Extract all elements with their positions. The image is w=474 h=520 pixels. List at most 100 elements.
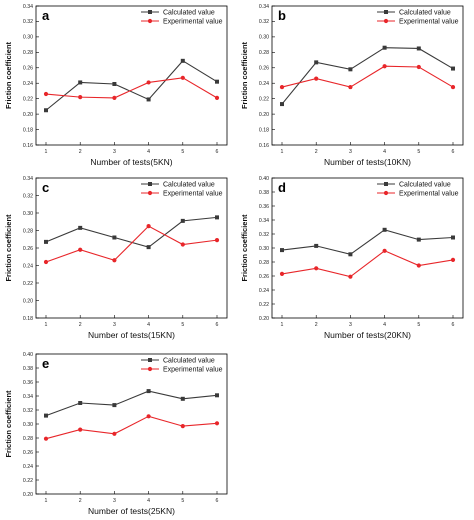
y-tick-label: 0.20: [259, 112, 269, 118]
legend-marker: [147, 366, 153, 372]
data-point-experimental: [314, 266, 319, 271]
data-point-calculated: [180, 218, 185, 223]
y-tick-label: 0.38: [259, 190, 269, 196]
data-point-experimental: [180, 242, 185, 247]
data-point-calculated: [280, 102, 284, 107]
series-line-calculated: [281, 229, 454, 255]
legend-label: Calculated value: [399, 10, 451, 17]
y-tick-label: 0.26: [23, 450, 33, 456]
plot-frame: [35, 353, 228, 495]
legend-marker: [148, 10, 152, 14]
y-tick-label: 0.32: [259, 19, 269, 25]
data-point-calculated: [44, 108, 48, 113]
y-tick-label: 0.30: [259, 246, 269, 252]
legend-label: Calculated value: [163, 182, 215, 189]
data-point-experimental: [450, 257, 456, 262]
data-point-experimental: [382, 64, 387, 69]
panel-letter: c: [42, 180, 49, 195]
legend-marker: [147, 18, 153, 24]
legend-marker: [147, 190, 153, 196]
x-axis-title: Number of tests(5KN): [90, 157, 172, 167]
y-tick-label: 0.24: [23, 464, 33, 470]
data-point-calculated: [314, 243, 319, 248]
data-point-calculated: [215, 79, 219, 84]
data-point-calculated: [382, 227, 387, 232]
x-tick-label: 1: [45, 322, 48, 328]
y-tick-label: 0.22: [23, 281, 33, 287]
y-tick-label: 0.20: [23, 492, 33, 498]
data-point-calculated: [112, 235, 117, 240]
y-tick-label: 0.22: [23, 478, 33, 484]
y-tick-label: 0.18: [23, 316, 33, 322]
data-point-calculated: [416, 46, 421, 51]
legend-label: Experimental value: [163, 367, 223, 374]
x-tick-label: 3: [113, 498, 116, 504]
chart-panel-d: 0.20 0.22 0.24 0.26 0.28 0.30 0.32 0.34 0.36 0.38…: [240, 176, 464, 340]
series-line-experimental: [45, 415, 218, 440]
data-point-calculated: [451, 235, 455, 240]
x-tick-label: 3: [349, 149, 352, 155]
y-tick-label: 0.32: [23, 19, 33, 25]
y-tick-label: 0.20: [23, 112, 33, 118]
x-tick-label: 5: [417, 322, 420, 328]
data-point-experimental: [112, 431, 117, 436]
plot-frame: [271, 5, 464, 146]
data-point-experimental: [348, 274, 353, 279]
data-point-calculated: [146, 97, 151, 102]
y-tick-label: 0.36: [23, 380, 33, 386]
data-point-calculated: [451, 66, 455, 71]
data-point-calculated: [112, 81, 117, 86]
y-tick-label: 0.26: [259, 66, 269, 72]
x-tick-label: 5: [181, 498, 184, 504]
x-tick-label: 5: [417, 149, 420, 155]
data-point-experimental: [382, 248, 387, 253]
series-line-calculated: [45, 60, 218, 111]
x-tick-label: 4: [147, 149, 150, 155]
y-tick-label: 0.16: [23, 143, 33, 149]
data-point-calculated: [78, 401, 83, 405]
y-axis-title: Friction coefficient: [240, 41, 249, 109]
data-point-calculated: [416, 237, 421, 242]
y-tick-label: 0.28: [259, 260, 269, 266]
y-tick-label: 0.26: [23, 246, 33, 252]
x-tick-label: 2: [315, 149, 318, 155]
x-tick-label: 5: [181, 149, 184, 155]
y-tick-label: 0.24: [23, 81, 33, 87]
legend-label: Experimental value: [163, 191, 223, 198]
y-tick-label: 0.28: [23, 50, 33, 56]
x-tick-label: 6: [216, 322, 219, 328]
x-axis-title: Number of tests(20KN): [324, 330, 411, 340]
y-tick-label: 0.30: [23, 211, 33, 217]
y-tick-label: 0.28: [259, 50, 269, 56]
x-tick-label: 2: [315, 322, 318, 328]
y-axis-title: Friction coefficient: [4, 41, 13, 109]
y-tick-label: 0.34: [259, 218, 269, 224]
data-point-experimental: [279, 271, 285, 276]
data-point-experimental: [348, 84, 353, 90]
x-tick-label: 4: [383, 322, 386, 328]
x-tick-label: 1: [45, 149, 48, 155]
legend-marker: [148, 358, 152, 362]
x-tick-label: 3: [113, 149, 116, 155]
x-tick-label: 2: [79, 322, 82, 328]
data-point-experimental: [214, 238, 220, 243]
y-tick-label: 0.22: [259, 302, 269, 308]
data-point-calculated: [215, 393, 219, 398]
data-point-experimental: [416, 64, 421, 70]
legend-marker: [148, 182, 152, 186]
y-tick-label: 0.30: [23, 35, 33, 41]
y-axis-title: Friction coefficient: [4, 214, 13, 282]
x-tick-label: 6: [216, 149, 219, 155]
y-tick-label: 0.34: [23, 394, 33, 400]
y-tick-label: 0.16: [259, 143, 269, 149]
data-point-calculated: [112, 403, 117, 408]
y-tick-label: 0.32: [23, 193, 33, 199]
series-line-experimental: [281, 65, 454, 88]
data-point-experimental: [450, 84, 456, 90]
legend-marker: [384, 10, 388, 14]
legend-marker: [383, 190, 389, 196]
y-tick-label: 0.28: [23, 436, 33, 442]
data-point-calculated: [78, 225, 83, 230]
y-tick-label: 0.18: [23, 127, 33, 133]
y-tick-label: 0.34: [23, 176, 33, 182]
